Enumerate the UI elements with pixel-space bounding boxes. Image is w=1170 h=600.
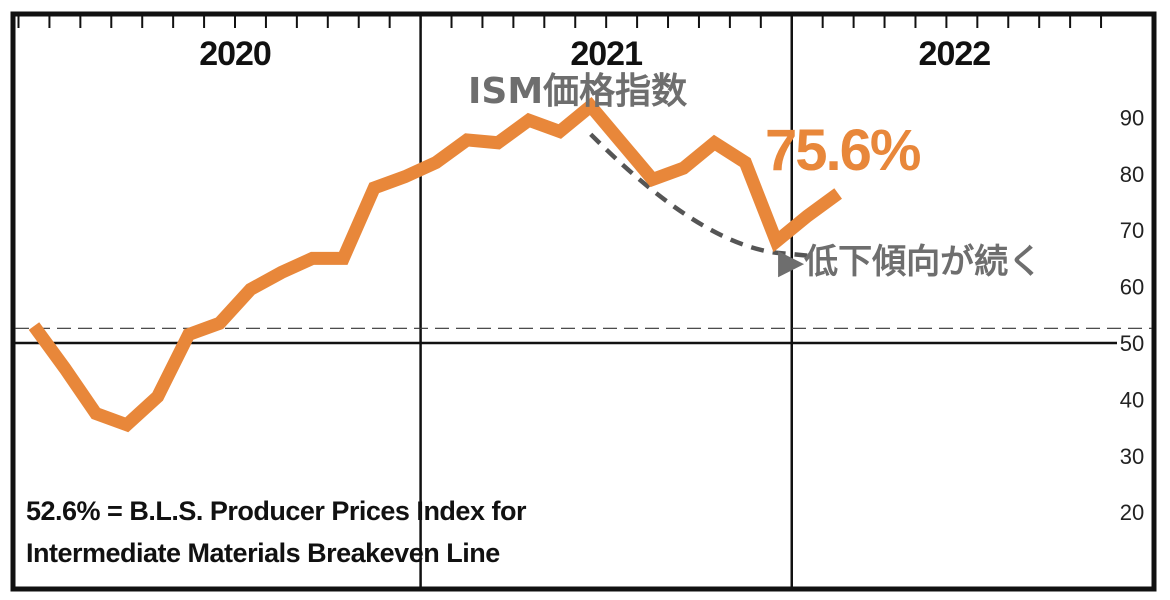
breakeven-note-line-2: Intermediate Materials Breakeven Line [26, 538, 500, 568]
year-labels: 2020 2021 2022 [199, 35, 991, 73]
y-tick-label: 70 [1120, 218, 1144, 243]
series-group [28, 97, 842, 433]
trend-label: ▶低下傾向が続く [778, 242, 1042, 282]
breakeven-note-line-1: 52.6% = B.L.S. Producer Prices Index for [26, 496, 527, 526]
year-label-2022: 2022 [919, 35, 991, 73]
trend-line [589, 132, 808, 258]
y-tick-label: 50 [1120, 331, 1144, 356]
y-tick-label: 30 [1120, 444, 1144, 469]
y-tick-label: 60 [1120, 275, 1144, 300]
grid-lines [15, 16, 1152, 587]
y-axis-tick-labels: 20 30 40 50 60 70 80 90 [1120, 105, 1144, 525]
month-ticks [17, 16, 1103, 28]
y-tick-label: 90 [1120, 105, 1144, 130]
y-tick-label: 20 [1120, 500, 1144, 525]
y-tick-label: 40 [1120, 387, 1144, 412]
y-tick-label: 80 [1120, 162, 1144, 187]
year-label-2020: 2020 [199, 35, 271, 73]
series-label: ISM価格指数 [468, 71, 687, 112]
year-label-2021: 2021 [570, 35, 642, 73]
last-value-label: 75.6% [765, 118, 921, 183]
trend-line-group [589, 132, 808, 258]
